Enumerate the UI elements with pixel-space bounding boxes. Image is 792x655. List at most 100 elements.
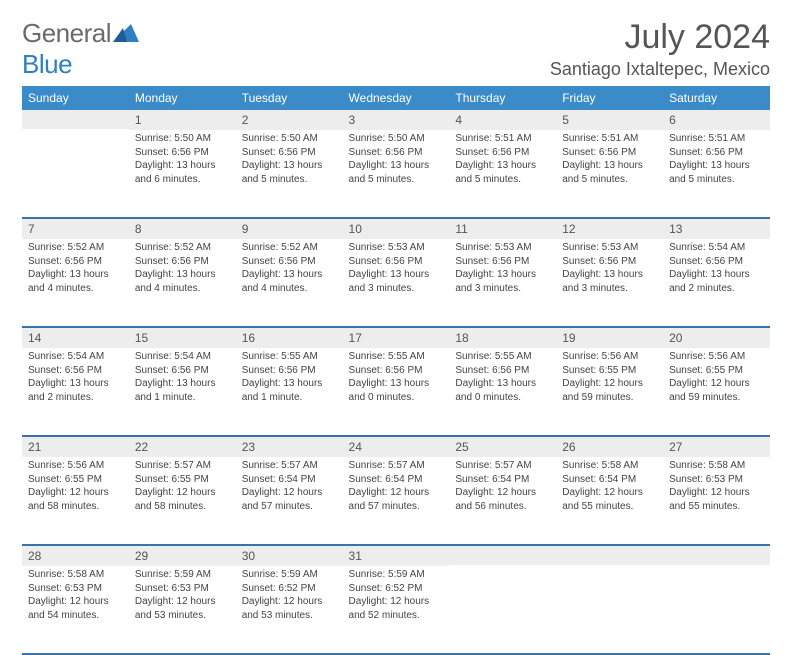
daylight-line: Daylight: 13 hours and 4 minutes. <box>135 268 230 295</box>
sunrise-line: Sunrise: 5:59 AM <box>135 568 230 582</box>
sunset-line: Sunset: 6:56 PM <box>349 146 444 160</box>
day-number: 6 <box>663 110 770 130</box>
sunset-line: Sunset: 6:56 PM <box>28 255 123 269</box>
daylight-line: Daylight: 13 hours and 2 minutes. <box>28 377 123 404</box>
day-number: 25 <box>449 437 556 457</box>
daylight-line: Daylight: 13 hours and 5 minutes. <box>669 159 764 186</box>
sunrise-line: Sunrise: 5:50 AM <box>135 132 230 146</box>
day-cell: Sunrise: 5:54 AMSunset: 6:56 PMDaylight:… <box>22 348 129 410</box>
daylight-line: Daylight: 13 hours and 5 minutes. <box>242 159 337 186</box>
day-cell: Sunrise: 5:50 AMSunset: 6:56 PMDaylight:… <box>129 130 236 192</box>
day-number: 19 <box>556 328 663 348</box>
day-number: 14 <box>22 328 129 348</box>
day-number: 30 <box>236 546 343 566</box>
daylight-line: Daylight: 13 hours and 3 minutes. <box>349 268 444 295</box>
daynum-row: 78910111213 <box>22 218 770 239</box>
header: General Blue July 2024 Santiago Ixtaltep… <box>22 18 770 80</box>
day-cell: Sunrise: 5:59 AMSunset: 6:52 PMDaylight:… <box>343 566 450 628</box>
sunrise-line: Sunrise: 5:54 AM <box>28 350 123 364</box>
day-number: 20 <box>663 328 770 348</box>
day-number: 2 <box>236 110 343 130</box>
daylight-line: Daylight: 12 hours and 58 minutes. <box>28 486 123 513</box>
sunset-line: Sunset: 6:55 PM <box>28 473 123 487</box>
day-cell: Sunrise: 5:57 AMSunset: 6:55 PMDaylight:… <box>129 457 236 519</box>
daylight-line: Daylight: 13 hours and 1 minute. <box>242 377 337 404</box>
day-cell: Sunrise: 5:59 AMSunset: 6:52 PMDaylight:… <box>236 566 343 628</box>
daylight-line: Daylight: 12 hours and 58 minutes. <box>135 486 230 513</box>
calendar-body: 123456Sunrise: 5:50 AMSunset: 6:56 PMDay… <box>22 110 770 654</box>
day-cell: Sunrise: 5:54 AMSunset: 6:56 PMDaylight:… <box>663 239 770 301</box>
day-number: 28 <box>22 546 129 566</box>
week-row: Sunrise: 5:52 AMSunset: 6:56 PMDaylight:… <box>22 239 770 327</box>
day-number: 5 <box>556 110 663 130</box>
day-number: 18 <box>449 328 556 348</box>
sunrise-line: Sunrise: 5:55 AM <box>242 350 337 364</box>
day-number: 11 <box>449 219 556 239</box>
daylight-line: Daylight: 12 hours and 53 minutes. <box>242 595 337 622</box>
day-number: 29 <box>129 546 236 566</box>
sunset-line: Sunset: 6:56 PM <box>455 364 550 378</box>
day-number: 23 <box>236 437 343 457</box>
daylight-line: Daylight: 13 hours and 5 minutes. <box>455 159 550 186</box>
sunrise-line: Sunrise: 5:55 AM <box>455 350 550 364</box>
sunset-line: Sunset: 6:53 PM <box>135 582 230 596</box>
day-number: 13 <box>663 219 770 239</box>
day-number: 7 <box>22 219 129 239</box>
day-number: 3 <box>343 110 450 130</box>
sunrise-line: Sunrise: 5:59 AM <box>242 568 337 582</box>
week-row: Sunrise: 5:54 AM Sunset: 6:56 PM Daylight:… <box>22 348 770 436</box>
day-cell: Sunrise: 5:56 AMSunset: 6:55 PMDaylight:… <box>663 348 770 410</box>
title-block: July 2024 Santiago Ixtaltepec, Mexico <box>550 18 770 80</box>
sunrise-line: Sunrise: 5:58 AM <box>562 459 657 473</box>
sunset-line: Sunset: 6:54 PM <box>349 473 444 487</box>
calendar-table: SundayMondayTuesdayWednesdayThursdayFrid… <box>22 86 770 655</box>
logo-text: General Blue <box>22 18 139 80</box>
sunset-line: Sunset: 6:54 PM <box>242 473 337 487</box>
sunset-line: Sunset: 6:53 PM <box>28 582 123 596</box>
day-header: Friday <box>556 86 663 110</box>
daylight-line: Daylight: 12 hours and 59 minutes. <box>562 377 657 404</box>
sunrise-line: Sunrise: 5:58 AM <box>28 568 123 582</box>
sunset-line: Sunset: 6:55 PM <box>669 364 764 378</box>
day-number: 31 <box>343 546 450 566</box>
daylight-line: Daylight: 13 hours and 5 minutes. <box>562 159 657 186</box>
day-number: 1 <box>129 110 236 130</box>
sunrise-line: Sunrise: 5:57 AM <box>455 459 550 473</box>
sunrise-line: Sunrise: 5:58 AM <box>669 459 764 473</box>
daylight-line: Daylight: 12 hours and 57 minutes. <box>242 486 337 513</box>
sunset-line: Sunset: 6:56 PM <box>349 255 444 269</box>
month-title: July 2024 <box>550 18 770 57</box>
daylight-line: Daylight: 12 hours and 54 minutes. <box>28 595 123 622</box>
sunrise-line: Sunrise: 5:57 AM <box>135 459 230 473</box>
week-row: Sunrise: 5:58 AMSunset: 6:53 PMDaylight:… <box>22 566 770 654</box>
sunrise-line: Sunrise: 5:53 AM <box>455 241 550 255</box>
day-cell: Sunrise: 5:56 AMSunset: 6:55 PMDaylight:… <box>556 348 663 410</box>
day-header: Sunday <box>22 86 129 110</box>
day-cell: Sunrise: 5:55 AMSunset: 6:56 PMDaylight:… <box>236 348 343 410</box>
daylight-line: Daylight: 13 hours and 0 minutes. <box>349 377 444 404</box>
day-cell: Sunrise: 5:58 AMSunset: 6:53 PMDaylight:… <box>663 457 770 519</box>
daylight-line: Daylight: 13 hours and 2 minutes. <box>669 268 764 295</box>
sunset-line: Sunset: 6:55 PM <box>562 364 657 378</box>
sunrise-line: Sunrise: 5:57 AM <box>242 459 337 473</box>
day-cell: Sunrise: 5:58 AMSunset: 6:53 PMDaylight:… <box>22 566 129 628</box>
logo-part1: General <box>22 18 111 48</box>
week-row: Sunrise: 5:56 AMSunset: 6:55 PMDaylight:… <box>22 457 770 545</box>
day-header: Wednesday <box>343 86 450 110</box>
sunset-line: Sunset: 6:56 PM <box>242 146 337 160</box>
day-cell: Sunrise: 5:53 AMSunset: 6:56 PMDaylight:… <box>556 239 663 301</box>
day-cell: Sunrise: 5:50 AMSunset: 6:56 PMDaylight:… <box>236 130 343 192</box>
sunrise-line: Sunrise: 5:50 AM <box>242 132 337 146</box>
day-number: 8 <box>129 219 236 239</box>
empty-day <box>556 546 663 565</box>
daylight-line: Daylight: 12 hours and 55 minutes. <box>562 486 657 513</box>
day-cell: Sunrise: 5:55 AMSunset: 6:56 PMDaylight:… <box>449 348 556 410</box>
logo: General Blue <box>22 18 139 80</box>
sunrise-line: Sunrise: 5:56 AM <box>562 350 657 364</box>
day-header: Monday <box>129 86 236 110</box>
day-number: 26 <box>556 437 663 457</box>
sunset-line: Sunset: 6:56 PM <box>455 146 550 160</box>
daylight-line: Daylight: 13 hours and 6 minutes. <box>135 159 230 186</box>
sunset-line: Sunset: 6:54 PM <box>455 473 550 487</box>
sunrise-line: Sunrise: 5:57 AM <box>349 459 444 473</box>
